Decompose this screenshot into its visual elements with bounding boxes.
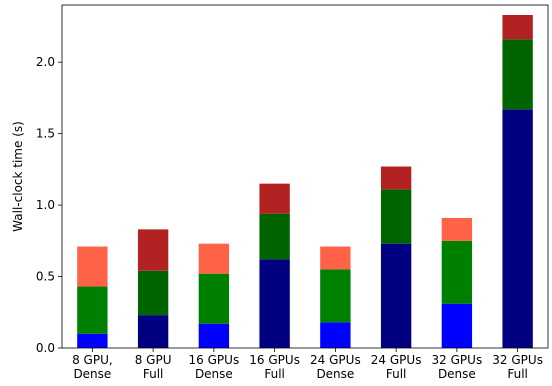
x-tick-label: 24 GPUs Dense <box>310 353 361 381</box>
x-tick-label-line: 24 GPUs <box>310 353 361 367</box>
bar-segment-8-layer-2 <box>502 39 533 110</box>
bar-segment-2-layer-2 <box>137 270 169 316</box>
x-tick-label: 8 GPU Full <box>135 353 172 381</box>
y-tick-label: 0.0 <box>36 341 55 355</box>
bar-segment-4-layer-2 <box>259 213 290 260</box>
y-tick-label: 2.0 <box>36 55 55 69</box>
bar-segment-6-layer-2 <box>380 189 412 244</box>
x-tick-label-line: 8 GPU, <box>72 353 113 367</box>
bar-segment-3-layer-1 <box>198 323 230 348</box>
x-tick-label-line: Dense <box>316 367 354 381</box>
x-tick-label: 16 GPUs Dense <box>189 353 240 381</box>
bar-segment-5-layer-1 <box>320 322 351 348</box>
x-tick-label-line: Dense <box>438 367 476 381</box>
bar-segment-8-layer-3 <box>502 15 533 40</box>
bar-segment-4-layer-1 <box>259 259 290 348</box>
x-tick-label: 16 GPUs Full <box>249 353 300 381</box>
bar-segment-2-layer-1 <box>137 315 169 348</box>
bar-segment-8-layer-1 <box>502 109 533 349</box>
x-tick-label-line: 24 GPUs <box>371 353 422 367</box>
x-tick-label-line: Full <box>507 367 528 381</box>
bars-group <box>77 15 533 349</box>
bar-segment-1-layer-2 <box>77 286 108 334</box>
bar-segment-5-layer-2 <box>320 269 351 323</box>
bar-segment-7-layer-1 <box>441 303 473 348</box>
bar-segment-7-layer-3 <box>441 217 473 241</box>
x-tick-label-line: Full <box>386 367 407 381</box>
x-tick-label-line: Full <box>264 367 285 381</box>
x-tick-label: 24 GPUs Full <box>371 353 422 381</box>
bar-segment-6-layer-3 <box>380 166 412 190</box>
bar-segment-2-layer-3 <box>137 229 169 271</box>
bar-segment-3-layer-3 <box>198 243 230 274</box>
y-axis-label: Wall-clock time (s) <box>11 121 25 232</box>
y-tick-label: 1.5 <box>36 127 55 141</box>
bar-segment-1-layer-1 <box>77 333 108 348</box>
x-tick-label: 32 GPUs Dense <box>432 353 483 381</box>
bar-segment-5-layer-3 <box>320 246 351 270</box>
x-tick-label-line: 8 GPU <box>135 353 172 367</box>
bar-segment-4-layer-3 <box>259 183 290 214</box>
x-tick-label-line: 32 GPUs <box>432 353 483 367</box>
x-tick-label-line: 16 GPUs <box>249 353 300 367</box>
y-axis-label-wrap: Wall-clock time (s) <box>11 121 25 232</box>
plot-frame <box>61 4 549 349</box>
y-tick-label: 1.0 <box>36 198 55 212</box>
x-tick-label-line: 32 GPUs <box>492 353 543 367</box>
x-tick-label-line: 16 GPUs <box>189 353 240 367</box>
bar-segment-1-layer-3 <box>77 246 108 287</box>
x-tick-label-line: Dense <box>73 367 111 381</box>
x-tick-label: 8 GPU, Dense <box>72 353 113 381</box>
bar-segment-7-layer-2 <box>441 240 473 304</box>
bar-segment-3-layer-2 <box>198 273 230 324</box>
x-tick-label-line: Dense <box>195 367 233 381</box>
y-tick-label: 0.5 <box>36 270 55 284</box>
x-tick-label-line: Full <box>143 367 164 381</box>
bar-segment-6-layer-1 <box>380 243 412 348</box>
x-tick-label: 32 GPUs Full <box>492 353 543 381</box>
